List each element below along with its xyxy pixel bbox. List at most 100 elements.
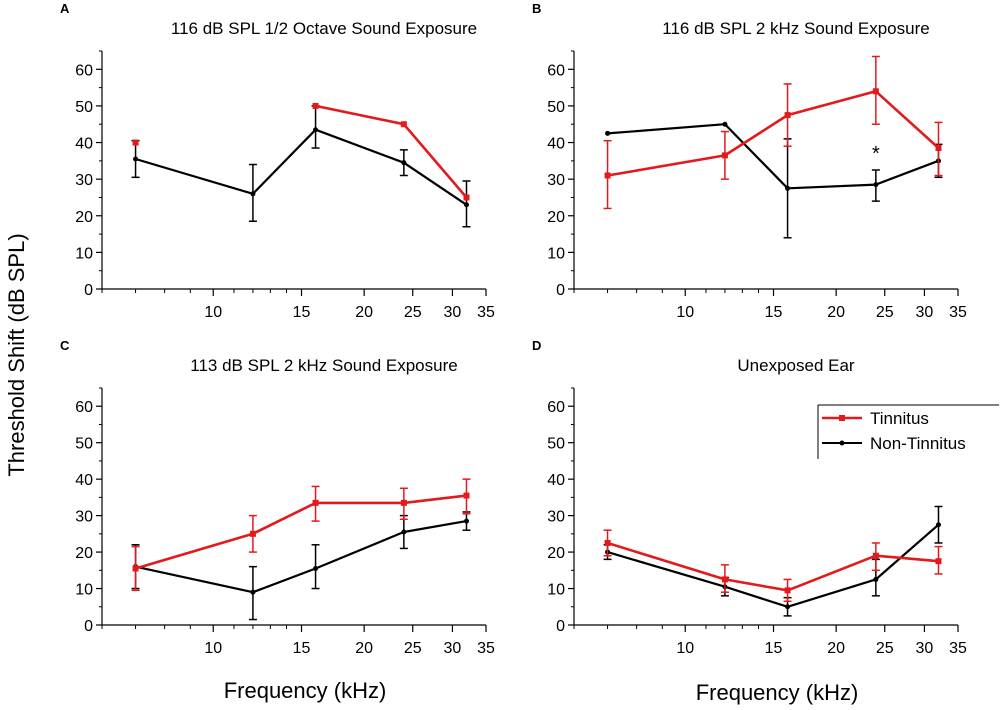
y-tick-label: 0 — [84, 282, 93, 299]
y-tick-label: 30 — [547, 509, 565, 526]
panel-c: C 113 dB SPL 2 kHz Sound Exposure 0 10 20 30 4… — [60, 338, 495, 657]
panel-d: D Unexposed Ear 0 10 20 30 40 50 60 10 15 20 25 30 35 — [532, 338, 967, 657]
tinnitus-line — [607, 90, 940, 177]
x-axis-label-left: Frequency (kHz) — [224, 678, 387, 703]
y-tick-label: 0 — [556, 282, 565, 299]
panel-letter: D — [532, 338, 541, 353]
x-tick-label: 25 — [876, 640, 894, 657]
tinnitus-point — [604, 172, 611, 179]
x-tick-label: 35 — [477, 304, 495, 321]
non-tinnitus-point — [463, 202, 469, 208]
x-tick-label: 30 — [916, 640, 934, 657]
non-tinnitus-point — [605, 130, 611, 136]
x-tick-label: 20 — [355, 640, 373, 657]
x-tick-label: 10 — [204, 640, 222, 657]
tinnitus-point — [312, 102, 319, 109]
tinnitus-line — [315, 104, 468, 199]
x-tick-label: 35 — [949, 640, 967, 657]
y-tick-label: 30 — [75, 172, 93, 189]
tinnitus-point — [872, 552, 879, 559]
y-tick-label: 10 — [75, 582, 93, 599]
legend-non-tinnitus-label: Non-Tinnitus — [870, 434, 966, 453]
x-axis-label-right: Frequency (kHz) — [696, 680, 859, 705]
y-tick-label: 50 — [75, 99, 93, 116]
tinnitus-point — [721, 576, 728, 583]
non-tinnitus-point — [313, 565, 319, 571]
x-tick-label: 20 — [827, 640, 845, 657]
y-tick-label: 60 — [75, 62, 93, 79]
panel-b: B 116 dB SPL 2 kHz Sound Exposure 0 10 20 30 4… — [532, 1, 967, 321]
non-tinnitus-point — [785, 185, 791, 191]
x-tick-label: 30 — [444, 304, 462, 321]
non-tinnitus-point — [785, 604, 791, 610]
panel-letter: B — [532, 1, 541, 16]
y-tick-label: 20 — [75, 209, 93, 226]
tinnitus-point — [604, 539, 611, 546]
panel-letter: C — [60, 338, 70, 353]
x-tick-label: 10 — [204, 304, 222, 321]
y-tick-label: 30 — [75, 509, 93, 526]
x-tick-label: 30 — [444, 640, 462, 657]
y-tick-label: 0 — [84, 618, 93, 635]
non-tinnitus-line — [135, 520, 467, 594]
y-tick-label: 10 — [75, 245, 93, 262]
y-tick-label: 20 — [547, 545, 565, 562]
non-tinnitus-point — [401, 160, 407, 166]
y-tick-label: 60 — [547, 399, 565, 416]
tinnitus-point — [132, 565, 139, 572]
tinnitus-point — [400, 121, 407, 128]
tinnitus-point — [249, 530, 256, 537]
y-axis-label: Threshold Shift (dB SPL) — [4, 233, 29, 476]
tinnitus-point — [935, 558, 942, 565]
tinnitus-point — [721, 152, 728, 159]
non-tinnitus-point — [463, 518, 469, 524]
panel-title: 116 dB SPL 1/2 Octave Sound Exposure — [171, 19, 477, 38]
x-tick-label: 20 — [827, 304, 845, 321]
non-tinnitus-line — [607, 523, 940, 608]
tinnitus-point — [400, 499, 407, 506]
non-tinnitus-point — [873, 182, 879, 188]
x-tick-label: 10 — [676, 304, 694, 321]
y-tick-label: 10 — [547, 245, 565, 262]
tinnitus-line — [135, 494, 467, 570]
x-tick-label: 30 — [916, 304, 934, 321]
tinnitus-point — [784, 587, 791, 594]
y-tick-label: 10 — [547, 582, 565, 599]
x-tick-label: 25 — [404, 640, 422, 657]
non-tinnitus-point — [401, 529, 407, 535]
tinnitus-point — [872, 88, 879, 95]
x-tick-label: 15 — [293, 304, 311, 321]
y-tick-label: 50 — [547, 99, 565, 116]
panel-letter: A — [60, 1, 70, 16]
panel-a: A 116 dB SPL 1/2 Octave Sound Exposure 0 10… — [60, 1, 495, 321]
x-tick-label: 25 — [876, 304, 894, 321]
y-tick-label: 20 — [75, 545, 93, 562]
x-tick-label: 20 — [355, 304, 373, 321]
x-tick-label: 25 — [404, 304, 422, 321]
non-tinnitus-point — [250, 191, 256, 197]
y-tick-label: 40 — [547, 472, 565, 489]
legend-tinnitus-label: Tinnitus — [870, 409, 929, 428]
non-tinnitus-point — [873, 576, 879, 582]
x-tick-label: 10 — [676, 640, 694, 657]
panel-title: Unexposed Ear — [737, 356, 855, 375]
panel-title: 113 dB SPL 2 kHz Sound Exposure — [190, 356, 457, 375]
significance-marker: * — [872, 143, 880, 165]
x-tick-label: 35 — [477, 640, 495, 657]
tinnitus-point — [132, 139, 139, 146]
y-tick-label: 60 — [547, 62, 565, 79]
non-tinnitus-point — [313, 127, 319, 133]
y-tick-label: 50 — [547, 436, 565, 453]
y-tick-label: 20 — [547, 209, 565, 226]
non-tinnitus-point — [250, 589, 256, 595]
legend-tinnitus-marker — [839, 415, 845, 421]
y-tick-label: 60 — [75, 399, 93, 416]
tinnitus-point — [463, 492, 470, 499]
x-tick-label: 15 — [765, 640, 783, 657]
y-tick-label: 50 — [75, 436, 93, 453]
x-tick-label: 15 — [293, 640, 311, 657]
y-tick-label: 40 — [75, 136, 93, 153]
y-tick-label: 40 — [547, 136, 565, 153]
legend: Tinnitus Non-Tinnitus — [817, 404, 999, 459]
